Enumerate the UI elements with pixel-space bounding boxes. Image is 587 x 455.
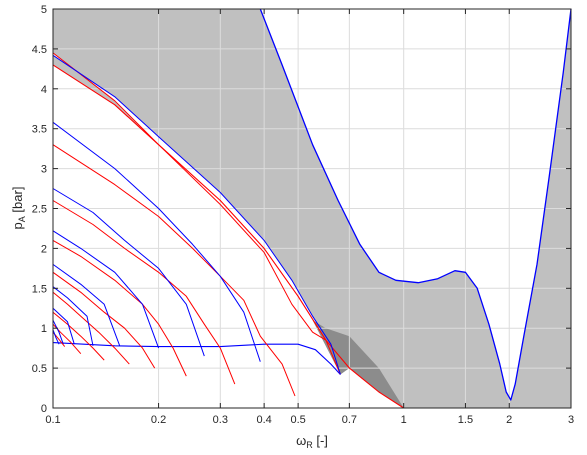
x-tick-label: 0.1 — [45, 414, 60, 426]
x-tick-label: 3 — [568, 414, 574, 426]
y-tick-label: 1 — [41, 323, 47, 335]
blue-boundary-upper — [259, 8, 572, 401]
blue-boundary-tongue — [52, 188, 205, 357]
blue-boundary-tongue — [52, 121, 261, 362]
x-tick-label: 0.5 — [290, 414, 305, 426]
y-tick-label: 4 — [41, 84, 47, 96]
y-tick-label: 4.5 — [32, 44, 47, 56]
x-tick-label: 1 — [401, 414, 407, 426]
red-boundary-tongue — [52, 200, 236, 385]
blue-boundary-tongue — [52, 329, 60, 345]
blue-boundary-tongue — [52, 307, 75, 345]
blue-boundary-tongue — [52, 319, 64, 345]
x-tick-label: 0.4 — [256, 414, 271, 426]
y-axis-ticks: 0 0.5 1 1.5 2 2.5 3 3.5 4 4.5 5 — [32, 4, 571, 415]
blue-boundary-tongue — [52, 263, 121, 346]
x-tick-label: 2 — [506, 414, 512, 426]
red-boundary-tongue — [52, 52, 341, 375]
red-boundary-tongue — [52, 311, 105, 361]
y-tick-label: 0.5 — [32, 363, 47, 375]
y-tick-label: 3.5 — [32, 124, 47, 136]
blue-boundary-baseline — [52, 342, 341, 375]
blue-boundary-tongue — [52, 286, 94, 346]
red-boundary-lower — [52, 64, 404, 409]
boundary-curves — [52, 8, 572, 409]
red-boundary-tongue — [52, 271, 156, 369]
x-axis-ticks: 0.1 0.2 0.3 0.4 0.5 0.7 1 1.5 2 3 — [45, 9, 574, 426]
x-tick-label: 0.2 — [151, 414, 166, 426]
blue-boundary-tongue — [52, 54, 341, 375]
y-tick-label: 2 — [41, 243, 47, 255]
y-axis-label: pA [bar] — [10, 187, 27, 230]
region-dark — [312, 320, 404, 408]
region-tongue-white — [53, 286, 130, 365]
x-tick-label: 0.3 — [213, 414, 228, 426]
red-boundary-tongue — [52, 291, 130, 365]
blue-boundary-tongue — [52, 230, 160, 349]
region-white-bottom — [53, 342, 404, 408]
x-axis-label: ωR [-] — [296, 433, 328, 450]
y-tick-label: 0 — [41, 403, 47, 415]
y-tick-label: 5 — [41, 4, 47, 16]
y-tick-label: 1.5 — [32, 283, 47, 295]
y-tick-label: 3 — [41, 164, 47, 176]
x-tick-label: 0.7 — [342, 414, 357, 426]
x-tick-label: 1.5 — [458, 414, 473, 426]
y-tick-label: 2.5 — [32, 204, 47, 216]
